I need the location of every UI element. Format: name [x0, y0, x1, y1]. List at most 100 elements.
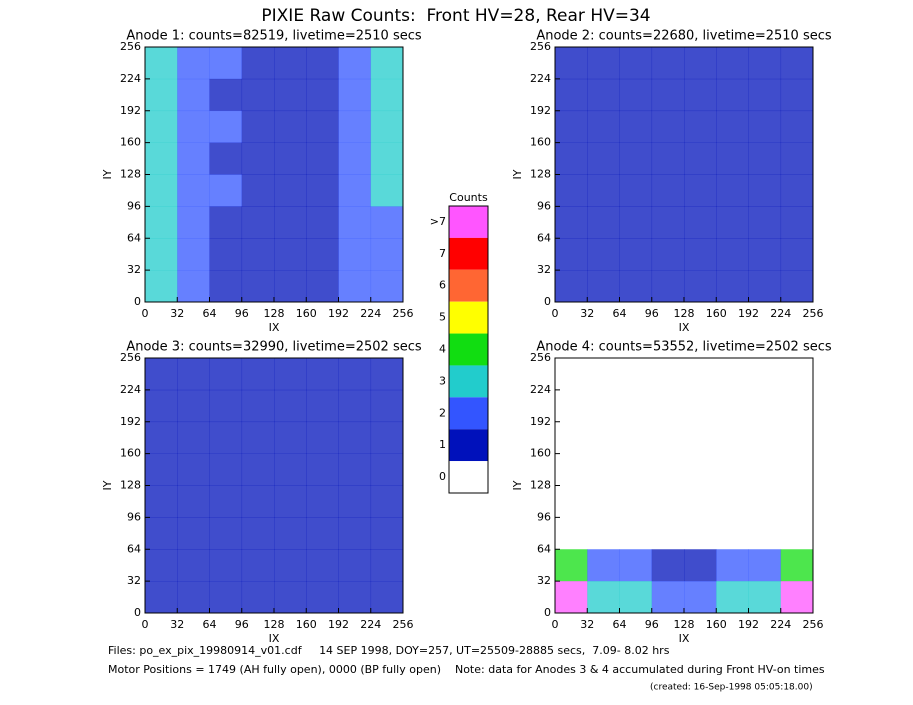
- colorbar-label: 2: [439, 406, 446, 419]
- y-axis-label: IY: [101, 480, 114, 490]
- heat-cell: [306, 517, 339, 550]
- heat-cell: [587, 421, 620, 454]
- heat-cell: [780, 453, 814, 486]
- heat-cell: [274, 142, 307, 175]
- heat-cell: [209, 142, 243, 175]
- heat-cell: [338, 47, 372, 80]
- heat-cell: [684, 206, 717, 239]
- footer-files: Files: po_ex_pix_19980914_v01.cdf 14 SEP…: [108, 644, 670, 657]
- heat-cell: [306, 421, 339, 454]
- x-tick-label: 64: [613, 618, 627, 631]
- heat-cell: [274, 78, 307, 112]
- heat-cell: [587, 238, 620, 271]
- heat-cell: [338, 581, 372, 614]
- heat-cell: [241, 389, 275, 423]
- x-tick-label: 160: [706, 618, 727, 631]
- y-tick-label: 160: [120, 447, 141, 460]
- x-tick-label: 256: [393, 307, 414, 320]
- heat-cell: [370, 453, 404, 486]
- heat-cell: [145, 142, 178, 175]
- heat-cell: [370, 142, 404, 175]
- heat-cell: [748, 110, 782, 143]
- x-tick-label: 160: [706, 307, 727, 320]
- y-tick-label: 160: [530, 136, 551, 149]
- colorbar-swatch: [449, 206, 488, 238]
- y-tick-label: 32: [537, 574, 551, 587]
- heat-cell: [241, 270, 275, 303]
- heat-cell: [748, 142, 782, 175]
- heat-cell: [145, 485, 178, 518]
- heat-cell: [651, 517, 685, 550]
- y-tick-label: 96: [127, 510, 141, 523]
- heat-cell: [555, 358, 588, 391]
- x-tick-label: 192: [738, 618, 759, 631]
- heat-cell: [587, 358, 620, 391]
- colorbar-title: Counts: [449, 191, 488, 204]
- x-tick-label: 32: [580, 307, 594, 320]
- heat-cell: [145, 206, 178, 239]
- heat-cell: [370, 389, 404, 423]
- y-tick-label: 0: [544, 295, 551, 308]
- heat-cell: [555, 78, 588, 112]
- y-tick-label: 224: [530, 383, 551, 396]
- x-tick-label: 192: [328, 307, 349, 320]
- heat-cell: [370, 47, 404, 80]
- heat-cell: [274, 389, 307, 423]
- heat-cell: [684, 517, 717, 550]
- colorbar-swatch: [449, 301, 488, 334]
- x-axis-label: IX: [679, 632, 690, 645]
- heat-cell: [306, 174, 339, 207]
- heat-cell: [209, 358, 243, 391]
- heat-cell: [651, 142, 685, 175]
- heat-cell: [209, 581, 243, 614]
- y-tick-label: 256: [530, 351, 551, 364]
- heat-cell: [587, 453, 620, 486]
- heat-cell: [684, 174, 717, 207]
- heat-cell: [684, 485, 717, 518]
- heat-cell: [619, 485, 653, 518]
- y-tick-label: 96: [537, 510, 551, 523]
- x-tick-label: 32: [580, 618, 594, 631]
- heat-cell: [338, 270, 372, 303]
- x-tick-label: 96: [645, 618, 659, 631]
- heat-cell: [177, 517, 210, 550]
- y-tick-label: 64: [127, 231, 141, 244]
- heat-cell: [619, 238, 653, 271]
- y-tick-label: 256: [120, 351, 141, 364]
- heat-cell: [748, 485, 782, 518]
- heat-cell: [306, 78, 339, 112]
- panel-title: Anode 1: counts=82519, livetime=2510 sec…: [126, 29, 422, 44]
- heat-cell: [684, 421, 717, 454]
- heat-cell: [338, 453, 372, 486]
- heat-cell: [780, 142, 814, 175]
- panel-title: Anode 2: counts=22680, livetime=2510 sec…: [536, 29, 832, 44]
- heat-cell: [274, 517, 307, 550]
- heat-cell: [651, 549, 685, 582]
- heat-cell: [177, 174, 210, 207]
- heat-cell: [619, 270, 653, 303]
- heat-cell: [716, 78, 749, 112]
- heat-cell: [241, 47, 275, 80]
- x-tick-label: 96: [235, 307, 249, 320]
- y-tick-label: 96: [537, 199, 551, 212]
- heat-cell: [780, 206, 814, 239]
- heat-cell: [177, 581, 210, 614]
- heat-cell: [651, 358, 685, 391]
- colorbar-frame: [448, 205, 489, 494]
- x-tick-label: 96: [235, 618, 249, 631]
- heat-cell: [780, 421, 814, 454]
- colorbar-swatch: [449, 333, 488, 366]
- heat-cell: [716, 581, 749, 614]
- heat-cell: [274, 549, 307, 582]
- heat-cell: [209, 78, 243, 112]
- heat-cell: [748, 453, 782, 486]
- colorbar-swatch: [449, 365, 488, 398]
- heat-cell: [619, 358, 653, 391]
- y-tick-label: 32: [537, 263, 551, 276]
- chart-title: PIXIE Raw Counts: Front HV=28, Rear HV=3…: [261, 6, 650, 26]
- x-tick-label: 256: [803, 307, 824, 320]
- colorbar-label: 0: [439, 470, 446, 483]
- heat-cell: [274, 110, 307, 143]
- heat-cell: [716, 549, 749, 582]
- heat-cell: [241, 358, 275, 391]
